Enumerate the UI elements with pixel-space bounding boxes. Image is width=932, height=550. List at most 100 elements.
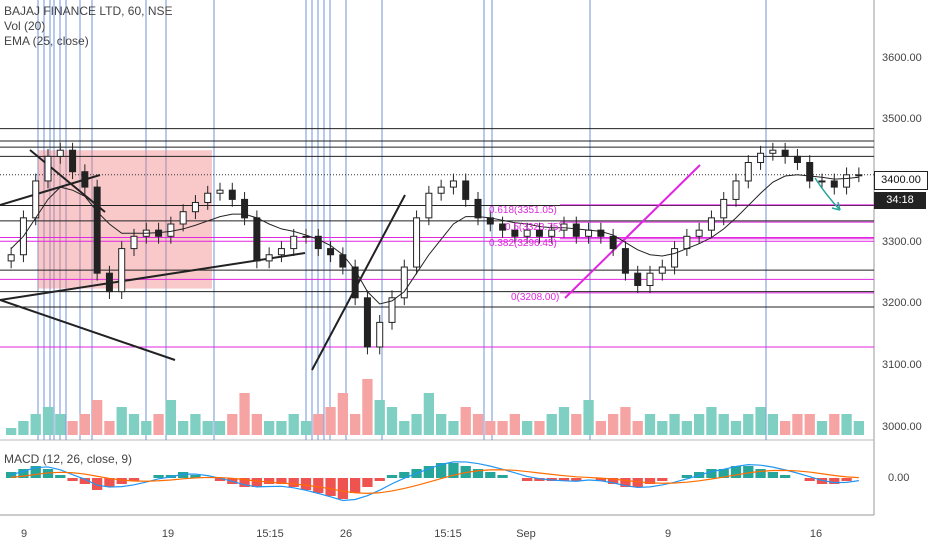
candle-body xyxy=(609,235,617,250)
candle-body xyxy=(216,189,224,194)
volume-bar xyxy=(411,414,422,435)
volume-bar xyxy=(546,414,557,435)
macd-bar xyxy=(190,475,201,478)
volume-bar xyxy=(251,414,262,435)
macd-bar xyxy=(92,478,103,490)
macd-bar xyxy=(448,463,459,478)
time-tick: Sep xyxy=(516,528,536,540)
macd-bar xyxy=(362,478,373,487)
volume-bar xyxy=(632,421,643,435)
volume-bar xyxy=(485,421,496,435)
candle-body xyxy=(449,180,457,188)
candle-body xyxy=(474,198,482,219)
volume-bar xyxy=(92,400,103,435)
price-tick: 3300.00 xyxy=(882,236,922,248)
candle-body xyxy=(56,149,64,157)
volume-bar xyxy=(841,414,852,435)
time-tick: 26 xyxy=(339,528,353,540)
macd-bar xyxy=(128,478,140,481)
volume-bar xyxy=(718,414,729,435)
candle-body xyxy=(93,186,101,274)
volume-bar xyxy=(730,421,742,435)
volume-bar xyxy=(767,414,778,435)
candle-body xyxy=(695,229,703,237)
volume-bar xyxy=(178,421,189,435)
volume-bar xyxy=(214,421,226,435)
candle-body xyxy=(818,180,826,183)
macd-bar xyxy=(313,478,324,493)
time-tick: 9 xyxy=(664,528,672,540)
volume-bar xyxy=(669,414,680,435)
volume-bar xyxy=(386,407,398,435)
volume-bar xyxy=(497,421,508,435)
price-tick: 3500.00 xyxy=(882,113,922,125)
volume-bar xyxy=(227,414,238,435)
macd-bar xyxy=(681,475,692,478)
macd-bar xyxy=(178,472,189,478)
volume-bar xyxy=(190,414,201,435)
macd-bar xyxy=(644,478,656,484)
volume-bar xyxy=(706,407,717,435)
volume-bar xyxy=(239,393,250,435)
countdown-badge: 34:18 xyxy=(874,192,926,209)
candle-body xyxy=(597,229,605,237)
macd-bar xyxy=(706,469,717,478)
time-tick: 19 xyxy=(161,528,175,540)
volume-bar xyxy=(423,393,434,435)
candle-body xyxy=(69,149,77,173)
volume-bar xyxy=(67,421,78,435)
candle-body xyxy=(253,217,261,262)
macd-bar xyxy=(755,469,766,478)
volume-bar xyxy=(42,407,54,435)
volume-bar xyxy=(657,421,668,435)
volume-bar xyxy=(460,407,471,435)
macd-bar xyxy=(841,478,852,481)
candle-body xyxy=(720,198,728,219)
volume-bar xyxy=(55,414,66,435)
volume-bar xyxy=(202,421,213,435)
candle-body xyxy=(314,235,322,250)
macd-bar xyxy=(18,469,29,478)
candle-body xyxy=(535,229,543,237)
macd-bar xyxy=(300,478,312,490)
macd-bar xyxy=(657,478,668,481)
candle-body xyxy=(81,171,89,188)
volume-bar xyxy=(755,407,766,435)
candle-body xyxy=(388,297,396,323)
candle-body xyxy=(548,229,556,237)
candle-body xyxy=(204,192,212,203)
candle-body xyxy=(769,149,777,154)
volume-bar xyxy=(104,421,115,435)
volume-bar xyxy=(128,414,140,435)
macd-bar xyxy=(497,475,508,478)
volume-bar xyxy=(300,421,312,435)
macd-bar xyxy=(30,466,41,478)
trend-line xyxy=(564,164,701,299)
candle-body xyxy=(363,297,371,348)
candle-body xyxy=(511,229,519,237)
time-tick: 9 xyxy=(20,528,28,540)
candle-body xyxy=(179,211,187,225)
candle-body xyxy=(413,217,421,268)
volume-bar xyxy=(350,414,361,435)
time-tick: 15:15 xyxy=(434,528,462,540)
candle-body xyxy=(744,162,752,182)
volume-legend: Vol (20) xyxy=(4,19,46,33)
candle-body xyxy=(7,254,15,262)
price-tick: 3000.00 xyxy=(882,421,922,433)
candle-body xyxy=(843,174,851,188)
macd-bar xyxy=(534,478,545,481)
volume-bar xyxy=(804,414,815,435)
time-tick: 15:15 xyxy=(256,528,284,540)
chart-title: BAJAJ FINANCE LTD, 60, NSE xyxy=(4,4,173,18)
candle-body xyxy=(167,223,175,237)
macd-bar xyxy=(472,469,484,478)
volume-bar xyxy=(264,421,275,435)
macd-tick: 0.00 xyxy=(888,472,910,484)
price-tick: 3100.00 xyxy=(882,359,922,371)
volume-bar xyxy=(534,421,545,435)
macd-bar xyxy=(829,478,840,484)
candle-body xyxy=(781,149,789,157)
